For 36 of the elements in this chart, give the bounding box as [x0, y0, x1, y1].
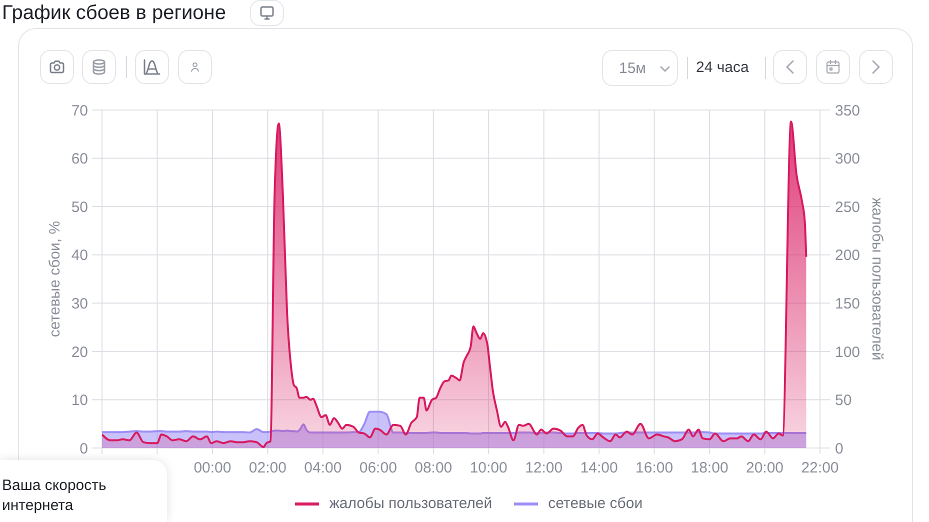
x-tick-label: 20:00: [746, 460, 784, 477]
y-tick-label: 70: [71, 102, 88, 120]
x-tick-label: 16:00: [636, 460, 674, 477]
x-tick-label: 22:00: [801, 460, 839, 477]
x-tick-label: 14:00: [580, 460, 618, 477]
y-tick-label: 60: [71, 150, 88, 168]
y2-tick-label: 200: [835, 247, 860, 264]
x-tick-label: 00:00: [194, 460, 232, 477]
y-tick-label: 10: [71, 392, 88, 410]
text: 24 часа: [696, 59, 749, 76]
x-tick-label: 08:00: [414, 460, 452, 477]
y2-tick-label: 50: [835, 392, 852, 410]
y-tick-label: 20: [71, 344, 88, 361]
legend-label: жалобы пользователей: [329, 495, 492, 512]
x-tick-label: 02:00: [248, 460, 286, 477]
chart-title: График сбоев в регионе: [2, 2, 226, 24]
y-tick-label: 30: [71, 295, 88, 312]
y-tick-label: 50: [71, 198, 88, 216]
y-tick-label: 0: [80, 440, 88, 458]
x-tick-label: 18:00: [690, 460, 728, 477]
select-box: 15м: [602, 50, 678, 86]
y2-tick-label: 150: [835, 295, 860, 312]
y-axis-title: сетевые сбои, %: [46, 220, 64, 338]
popup-card: Ваша скорость интернета: [0, 460, 167, 522]
legend-label: сетевые сбои: [548, 495, 643, 512]
x-tick-label: 10:00: [470, 460, 508, 477]
y2-tick-label: 350: [835, 102, 860, 120]
y2-tick-label: 300: [835, 150, 860, 168]
x-tick-label: 06:00: [359, 460, 397, 477]
y2-tick-label: 250: [835, 198, 860, 216]
y-tick-label: 40: [71, 247, 88, 264]
x-tick-label: 12:00: [525, 460, 563, 477]
y2-axis-title: жалобы пользователей: [868, 198, 886, 360]
x-tick-label: 04:00: [304, 460, 342, 477]
y2-tick-label: 100: [835, 344, 860, 361]
y2-tick-label: 0: [835, 440, 844, 458]
